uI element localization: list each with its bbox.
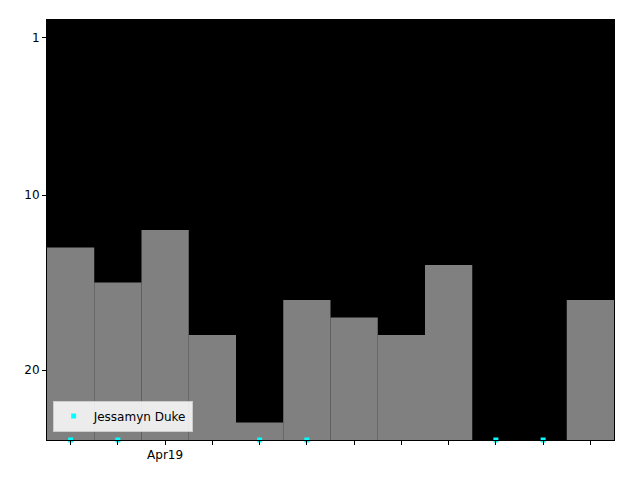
svg-text:Jessamyn Duke: Jessamyn Duke — [93, 410, 186, 424]
svg-text:Apr19: Apr19 — [147, 448, 183, 462]
svg-text:10: 10 — [24, 188, 39, 202]
svg-text:20: 20 — [24, 363, 39, 377]
svg-text:1: 1 — [32, 31, 40, 45]
